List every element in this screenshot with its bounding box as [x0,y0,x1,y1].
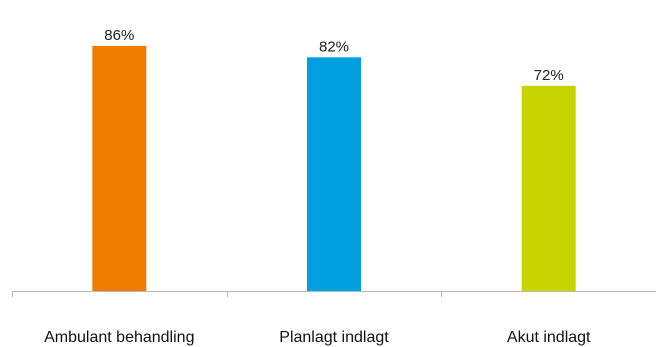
bar [92,45,147,292]
bars-group [92,45,576,292]
category-labels-group: Ambulant behandling Planlagt indlagt Akut … [44,329,591,346]
x-axis [12,291,656,297]
value-labels-group: 86% 82% 72% [104,27,563,84]
bar [521,85,576,291]
category-tick-label: Planlagt indlagt [279,329,389,346]
category-tick-label: Ambulant behandling [44,329,194,346]
category-tick-label: Akut indlagt [507,329,591,346]
data-label: 72% [534,67,564,84]
data-label: 86% [104,27,134,44]
data-label: 82% [319,38,349,55]
bar [307,57,361,291]
